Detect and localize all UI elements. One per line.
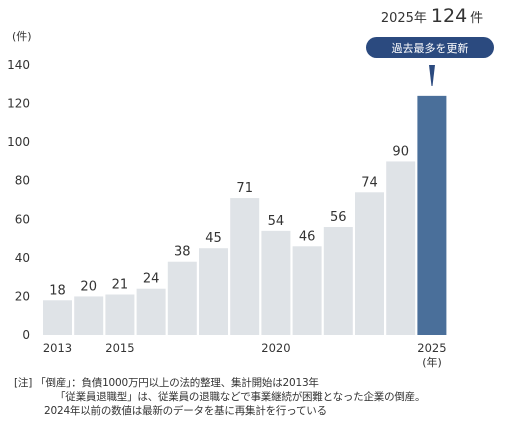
bar-value-label: 21 (112, 278, 129, 293)
note-line-3: 2024年以前の数値は最新のデータを基に再集計を行っている (44, 405, 327, 417)
callout-badge (366, 37, 494, 58)
bar (292, 246, 322, 335)
x-axis-ticks: 2013 2015 2020 2025 (43, 341, 447, 355)
note-line-1: [注] 「倒産」：負債1000万円以上の法的整理、集計開始は2013年 (14, 377, 319, 389)
bar (167, 261, 197, 335)
bar (323, 227, 353, 335)
bar-chart: (件) 0 20 40 60 80 100 120 140 18 20 21 24 38 45 71 54 4… (7, 5, 494, 369)
y-axis-ticks: 0 20 40 60 80 100 120 140 (7, 58, 30, 342)
note-line-2: 「従業員退職型」は、従業員の退職などで事業継続が困難となった企業の倒産。 (55, 391, 426, 403)
bar (43, 300, 72, 335)
y-tick-label: 20 (15, 289, 30, 303)
y-tick-label: 100 (7, 135, 30, 149)
callout-unit: 件 (470, 11, 483, 26)
callout-pointer (429, 65, 435, 86)
bar (230, 198, 260, 335)
y-tick-label: 60 (15, 212, 30, 226)
y-tick-label: 0 (22, 328, 30, 342)
bar (136, 288, 166, 335)
x-tick-label: 2013 (43, 341, 72, 355)
y-tick-label: 40 (15, 251, 30, 265)
bar-value-label: 71 (236, 181, 253, 196)
bars: 18 20 21 24 38 45 71 54 46 56 74 90 (43, 95, 447, 335)
bar-value-label: 56 (330, 210, 347, 225)
bar (261, 230, 291, 335)
bar (199, 248, 228, 335)
y-tick-label: 80 (15, 174, 30, 188)
bar (386, 161, 416, 335)
bar-value-label: 54 (268, 214, 285, 229)
callout: 2025年 124 件 過去最多を更新 (366, 5, 494, 86)
y-axis-unit: (件) (12, 30, 32, 43)
y-tick-label: 120 (7, 97, 30, 111)
callout-year: 2025年 (381, 11, 427, 26)
bar-value-label: 90 (392, 144, 409, 159)
bar-value-label: 74 (361, 175, 378, 190)
bar-value-label: 46 (299, 229, 316, 244)
y-tick-label: 140 (7, 58, 30, 72)
bar-highlight (417, 95, 447, 335)
bar-value-label: 20 (80, 279, 97, 294)
x-axis-unit: (年) (422, 355, 442, 369)
bar-value-label: 45 (205, 231, 222, 246)
bar-value-label: 24 (143, 272, 160, 287)
x-tick-label: 2015 (105, 341, 134, 355)
bar-value-label: 38 (174, 245, 191, 260)
callout-badge-label: 過去最多を更新 (392, 41, 469, 55)
x-tick-label: 2020 (261, 341, 290, 355)
bar-value-label: 18 (49, 283, 66, 298)
bar (105, 294, 135, 335)
callout-value: 124 (431, 5, 467, 27)
x-tick-label: 2025 (417, 341, 446, 355)
bar (355, 192, 384, 335)
bar (74, 296, 104, 335)
